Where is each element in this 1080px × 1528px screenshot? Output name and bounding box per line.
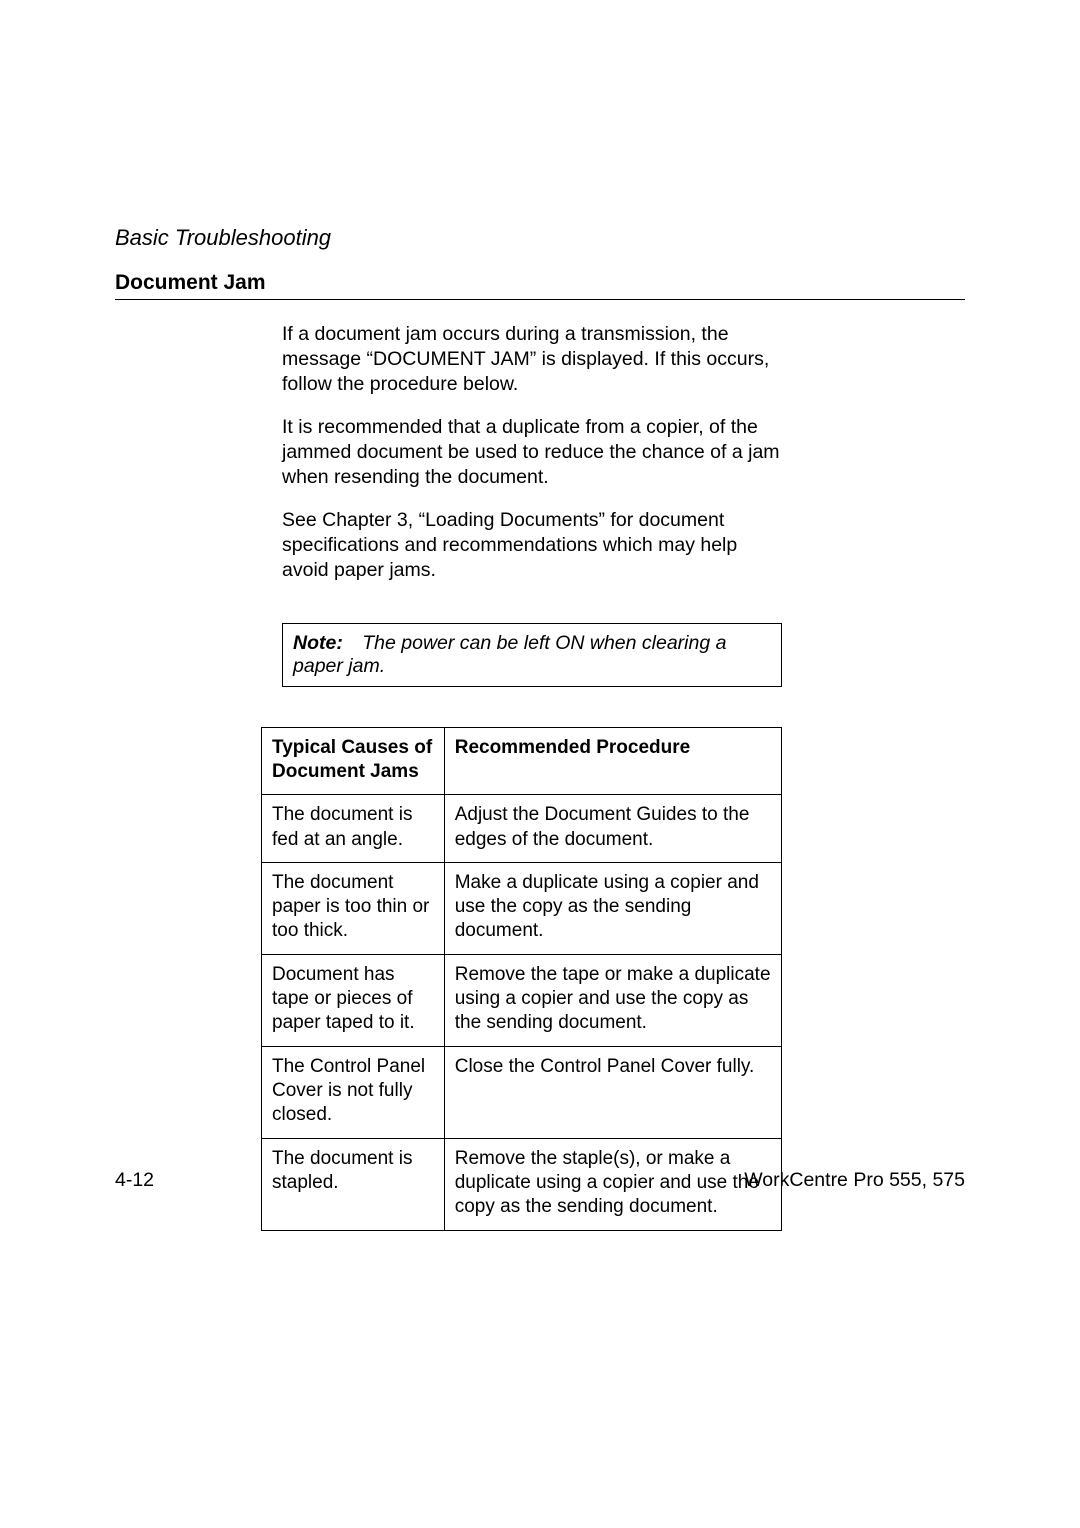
paragraph: If a document jam occurs during a transm…	[282, 322, 782, 397]
subsection-title: Document Jam	[115, 271, 965, 295]
cell-cause: The document paper is too thin or too th…	[262, 862, 445, 954]
body-text: If a document jam occurs during a transm…	[282, 322, 782, 583]
note-label: Note:	[293, 632, 343, 654]
table-header-causes: Typical Causes of Document Jams	[262, 727, 445, 795]
cell-procedure: Adjust the Document Guides to the edges …	[444, 795, 781, 863]
table-row: The document paper is too thin or too th…	[262, 862, 782, 954]
paragraph: See Chapter 3, “Loading Documents” for d…	[282, 508, 782, 583]
title-rule	[115, 299, 965, 300]
page-footer: 4-12 WorkCentre Pro 555, 575	[115, 1169, 965, 1192]
table-row: The document is fed at an angle. Adjust …	[262, 795, 782, 863]
table-row: Document has tape or pieces of paper tap…	[262, 954, 782, 1046]
cell-procedure: Make a duplicate using a copier and use …	[444, 862, 781, 954]
cell-procedure: Close the Control Panel Cover fully.	[444, 1046, 781, 1138]
paragraph: It is recommended that a duplicate from …	[282, 415, 782, 490]
section-header: Basic Troubleshooting	[115, 225, 965, 251]
product-name: WorkCentre Pro 555, 575	[744, 1169, 965, 1192]
causes-table: Typical Causes of Document Jams Recommen…	[261, 727, 782, 1231]
table-row: The Control Panel Cover is not fully clo…	[262, 1046, 782, 1138]
document-page: Basic Troubleshooting Document Jam If a …	[0, 0, 1080, 1528]
table-header-row: Typical Causes of Document Jams Recommen…	[262, 727, 782, 795]
table-header-procedure: Recommended Procedure	[444, 727, 781, 795]
cell-cause: Document has tape or pieces of paper tap…	[262, 954, 445, 1046]
page-number: 4-12	[115, 1169, 154, 1192]
note-box: Note: The power can be left ON when clea…	[282, 623, 782, 687]
note-text: The power can be left ON when clearing a…	[293, 632, 726, 677]
cell-cause: The document is fed at an angle.	[262, 795, 445, 863]
cell-procedure: Remove the tape or make a duplicate usin…	[444, 954, 781, 1046]
cell-cause: The Control Panel Cover is not fully clo…	[262, 1046, 445, 1138]
